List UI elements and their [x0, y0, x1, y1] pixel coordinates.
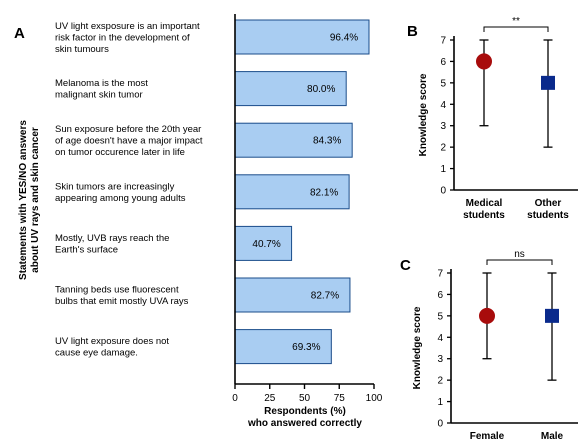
bar-value-label-3: 84.3% [313, 136, 341, 147]
category-label-1-line-1: Female [470, 431, 505, 442]
y-tick-label-3: 3 [440, 121, 446, 132]
bar-value-label-1: 96.4% [330, 33, 358, 44]
bar-4 [234, 174, 350, 210]
panel-a-bars: 96.4% 80.0% 84.3% 82.1% 40.7% 82.7% 69.3% [234, 19, 370, 365]
bar-value-label-6: 82.7% [311, 291, 339, 302]
bar-value-label-5: 40.7% [252, 239, 280, 250]
category-label-2-line-2: students [527, 210, 569, 221]
panel-a-x-axis-label: Respondents (%)who answered correctly [247, 406, 362, 429]
y-tick-label-7: 7 [440, 36, 446, 47]
significance-label: ns [514, 249, 525, 260]
x-tick-label-75: 75 [334, 393, 346, 404]
y-tick-label-4: 4 [440, 100, 446, 111]
bar-value-label-4: 82.1% [310, 187, 338, 198]
y-tick-label-0: 0 [440, 186, 446, 197]
bar-3 [234, 122, 353, 158]
y-tick-label-4: 4 [437, 333, 443, 344]
category-label-1-line-2: students [463, 210, 505, 221]
statement-1-line-1: UV light exsposure is an important [55, 21, 200, 32]
panel-c-letter: C [400, 257, 411, 274]
statement-4-line-2: appearing among young adults [55, 193, 186, 204]
statement-2-line-1: Melanoma is the most [55, 78, 148, 89]
category-label-1-line-1: Medical [466, 198, 503, 209]
x-tick-label-0: 0 [232, 393, 238, 404]
statement-3-line-2: of age doesn't have a major impact [55, 136, 203, 147]
statement-1-line-3: skin tumours [55, 44, 109, 55]
panel-a-letter: A [14, 25, 25, 42]
panel-c: C 0 1 2 3 4 5 6 7 Knowledge score Female Male ns [400, 249, 578, 442]
y-tick-label-7: 7 [437, 269, 443, 280]
y-tick-label-6: 6 [437, 290, 443, 301]
panel-a-x-axis: 0 25 50 75 100 [232, 14, 383, 404]
y-axis-label: Knowledge score [418, 73, 429, 156]
bar-1 [234, 19, 370, 55]
y-tick-label-1: 1 [437, 397, 443, 408]
statement-3-line-3: on tumor occurence later in life [55, 147, 185, 158]
point-marker-2 [545, 308, 559, 323]
y-tick-label-2: 2 [437, 376, 443, 387]
category-label-2-line-1: Male [541, 431, 564, 442]
statement-7-line-1: UV light exposure does not [55, 336, 169, 347]
bar-7 [234, 329, 332, 365]
statement-6-line-1: Tanning beds use fluorescent [55, 285, 179, 296]
point-marker-1 [476, 53, 492, 70]
panel-b-letter: B [407, 23, 418, 40]
panel-c-plot: 0 1 2 3 4 5 6 7 Knowledge score Female Male ns [412, 249, 578, 442]
y-tick-label-2: 2 [440, 143, 446, 154]
y-axis-label-group: Knowledge score [418, 73, 429, 156]
x-tick-label-25: 25 [264, 393, 276, 404]
statement-7-line-2: cause eye damage. [55, 348, 138, 359]
point-marker-2 [541, 75, 555, 90]
y-tick-label-1: 1 [440, 164, 446, 175]
y-tick-label-5: 5 [437, 311, 443, 322]
statement-3-line-1: Sun exposure before the 20th year [55, 124, 201, 135]
statement-6-line-2: bulbs that emit mostly UVA rays [55, 296, 189, 307]
significance-bracket [483, 26, 549, 32]
point-marker-1 [479, 307, 495, 324]
y-axis-label: Knowledge score [412, 306, 423, 389]
panel-a: A Statements with YES/NO answers about UV… [14, 14, 383, 429]
y-axis-label-line-1: Statements with YES/NO answers [18, 120, 29, 280]
bar-2 [234, 71, 347, 107]
x-axis-label-line-2: who answered correctly [247, 418, 362, 429]
bar-value-label-7: 69.3% [292, 342, 320, 353]
x-axis-label-line-1: Respondents (%) [264, 406, 346, 417]
statement-4-line-1: Skin tumors are increasingly [55, 181, 175, 192]
y-tick-label-0: 0 [437, 419, 443, 430]
statement-1-line-2: risk factor in the development of [55, 32, 190, 43]
significance-label: ** [512, 16, 520, 27]
y-axis-label-group: Knowledge score [412, 306, 423, 389]
x-tick-label-100: 100 [366, 393, 383, 404]
statement-5-line-2: Earth's surface [55, 244, 118, 255]
x-tick-label-50: 50 [299, 393, 311, 404]
bar-value-label-2: 80.0% [307, 84, 335, 95]
y-tick-label-6: 6 [440, 57, 446, 68]
significance-bracket [486, 259, 553, 265]
category-label-2-line-1: Other [535, 198, 562, 209]
bar-5 [234, 225, 293, 261]
y-axis-label: Statements with YES/NO answers about UV r… [18, 120, 41, 280]
statement-5-line-1: Mostly, UVB rays reach the [55, 233, 169, 244]
y-tick-label-5: 5 [440, 78, 446, 89]
y-tick-label-3: 3 [437, 354, 443, 365]
panel-a-y-axis-label: Statements with YES/NO answers about UV r… [18, 120, 41, 280]
statement-2-line-2: malignant skin tumor [55, 90, 143, 101]
y-axis-label-line-2: about UV rays and skin cancer [30, 127, 41, 273]
